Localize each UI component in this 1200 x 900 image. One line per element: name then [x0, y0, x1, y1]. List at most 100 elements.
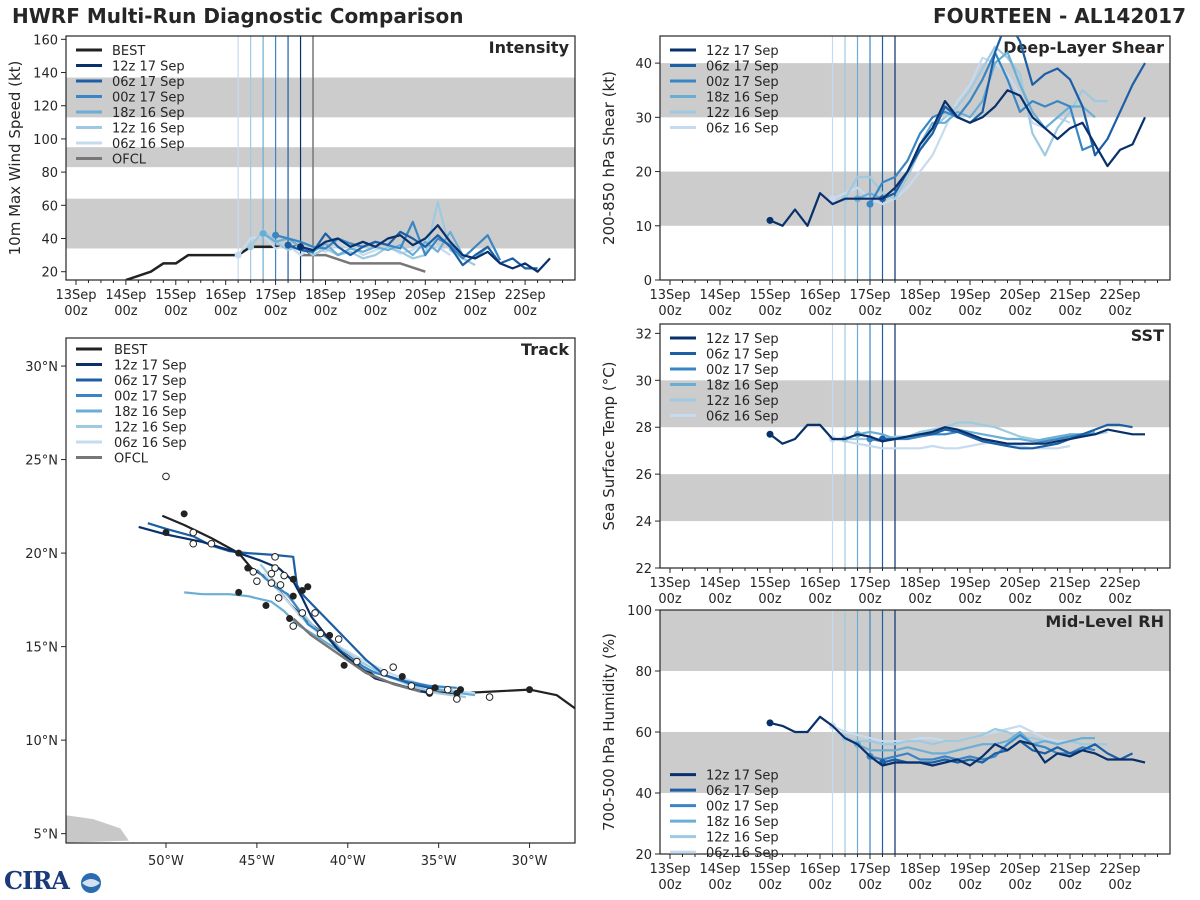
x-tick-label: 00z: [758, 592, 782, 607]
y-axis-label: 10m Max Wind Speed (kt): [6, 61, 24, 256]
x-tick-label: 30°W: [512, 854, 548, 869]
series-start-point: [866, 200, 874, 208]
series-start-point: [284, 241, 292, 249]
x-tick-label: 00z: [858, 304, 882, 319]
x-tick-label: 00z: [464, 304, 488, 319]
forecast-open-dot: [207, 539, 216, 548]
panel-title: SST: [1131, 326, 1164, 345]
threshold-band: [660, 380, 1170, 428]
y-axis-label: 700-500 hPa Humidity (%): [600, 633, 618, 831]
legend-label: 06z 16 Sep: [706, 846, 779, 861]
y-tick-label: 10°N: [25, 734, 58, 749]
ofcl-line: [300, 253, 426, 273]
y-tick-label: 30: [635, 374, 652, 389]
data-layer: [66, 472, 575, 843]
forecast-open-dot: [443, 685, 452, 694]
series-start-point: [766, 719, 774, 727]
land-south-america: [66, 814, 131, 843]
data-layer: [766, 36, 1146, 227]
threshold-band: [660, 474, 1170, 522]
best-position-dot: [162, 529, 170, 537]
plot-frame: [659, 35, 1171, 281]
panel-title: Intensity: [489, 38, 570, 57]
forecast-open-dot: [267, 569, 276, 578]
legend-label: OFCL: [114, 452, 149, 467]
series-line: [769, 89, 1146, 227]
y-tick-label: 140: [33, 67, 58, 82]
series-start-point: [272, 231, 280, 239]
forecast-open-dot: [298, 609, 307, 617]
y-tick-label: 22: [635, 562, 652, 577]
panel-title: Track: [521, 340, 569, 359]
y-tick-label: 100: [33, 133, 58, 148]
legend-label: 12z 17 Sep: [706, 769, 779, 784]
x-tick-label: 22Sep: [1099, 288, 1140, 303]
y-tick-label: 100: [627, 604, 652, 619]
y-tick-label: 40: [635, 787, 652, 802]
cira-logo: CIRA: [4, 866, 106, 895]
forecast-position-dot: [286, 615, 294, 623]
x-tick-label: 45°W: [239, 854, 275, 869]
series-start-point: [234, 251, 242, 259]
ofcl-track-line: [292, 617, 421, 693]
data-layer: [766, 715, 1146, 767]
x-tick-label: 00z: [908, 592, 932, 607]
plot-frame: [65, 35, 576, 281]
data-layer: [766, 421, 1145, 450]
x-tick-label: 00z: [1008, 304, 1032, 319]
y-tick-label: 15°N: [25, 641, 58, 656]
legend-label: 06z 17 Sep: [112, 75, 185, 90]
x-tick-label: 16Sep: [205, 288, 246, 303]
x-tick-label: 20Sep: [999, 862, 1040, 877]
x-tick-label: 22Sep: [505, 288, 546, 303]
x-tick-label: 00z: [858, 878, 882, 893]
forecast-position-dot: [262, 601, 270, 609]
x-tick-label: 00z: [708, 878, 732, 893]
legend-label: 12z 17 Sep: [706, 332, 779, 347]
forecast-open-dot: [334, 635, 343, 643]
x-tick-label: 00z: [1058, 304, 1082, 319]
x-tick-label: 13Sep: [649, 576, 690, 591]
plot-frame: [659, 323, 1171, 569]
x-tick-label: 15Sep: [749, 862, 790, 877]
x-tick-label: 40°W: [330, 854, 366, 869]
forecast-position-dot: [340, 661, 348, 669]
legend-label: BEST: [112, 44, 145, 59]
x-tick-label: 17Sep: [849, 288, 890, 303]
x-tick-label: 19Sep: [949, 288, 990, 303]
x-tick-label: 22Sep: [1099, 862, 1140, 877]
series-line: [882, 36, 1146, 200]
legend-label: 06z 17 Sep: [706, 60, 779, 75]
x-tick-label: 00z: [1108, 878, 1132, 893]
series-line: [857, 730, 1095, 755]
x-tick-label: 17Sep: [255, 288, 296, 303]
forecast-position-dot: [235, 588, 243, 596]
x-tick-label: 16Sep: [799, 288, 840, 303]
x-tick-label: 00z: [214, 304, 238, 319]
y-tick-label: 30: [635, 111, 652, 126]
x-tick-label: 00z: [314, 304, 338, 319]
x-tick-label: 00z: [1008, 592, 1032, 607]
x-tick-label: 00z: [658, 878, 682, 893]
panel-title: Mid-Level RH: [1045, 612, 1164, 631]
x-tick-label: 00z: [1058, 878, 1082, 893]
legend-label: 00z 17 Sep: [706, 800, 779, 815]
series-line: [869, 51, 1096, 205]
series-line: [769, 423, 1145, 445]
legend-label: 06z 16 Sep: [114, 436, 187, 451]
forecast-position-dot: [456, 686, 464, 694]
forecast-open-dot: [189, 528, 198, 537]
panel-shear: 01020304013Sep00z14Sep00z15Sep00z16Sep00…: [600, 35, 1171, 319]
threshold-band: [660, 171, 1170, 226]
x-tick-label: 21Sep: [1049, 288, 1090, 303]
x-tick-label: 00z: [758, 878, 782, 893]
legend-label: BEST: [114, 343, 147, 358]
x-tick-label: 00z: [808, 304, 832, 319]
best-position-dot: [398, 673, 406, 681]
threshold-band: [660, 610, 1170, 671]
y-tick-label: 24: [635, 515, 652, 530]
y-tick-label: 60: [635, 726, 652, 741]
legend-label: 18z 16 Sep: [114, 405, 187, 420]
forecast-open-dot: [274, 594, 283, 602]
y-tick-label: 20: [635, 166, 652, 181]
